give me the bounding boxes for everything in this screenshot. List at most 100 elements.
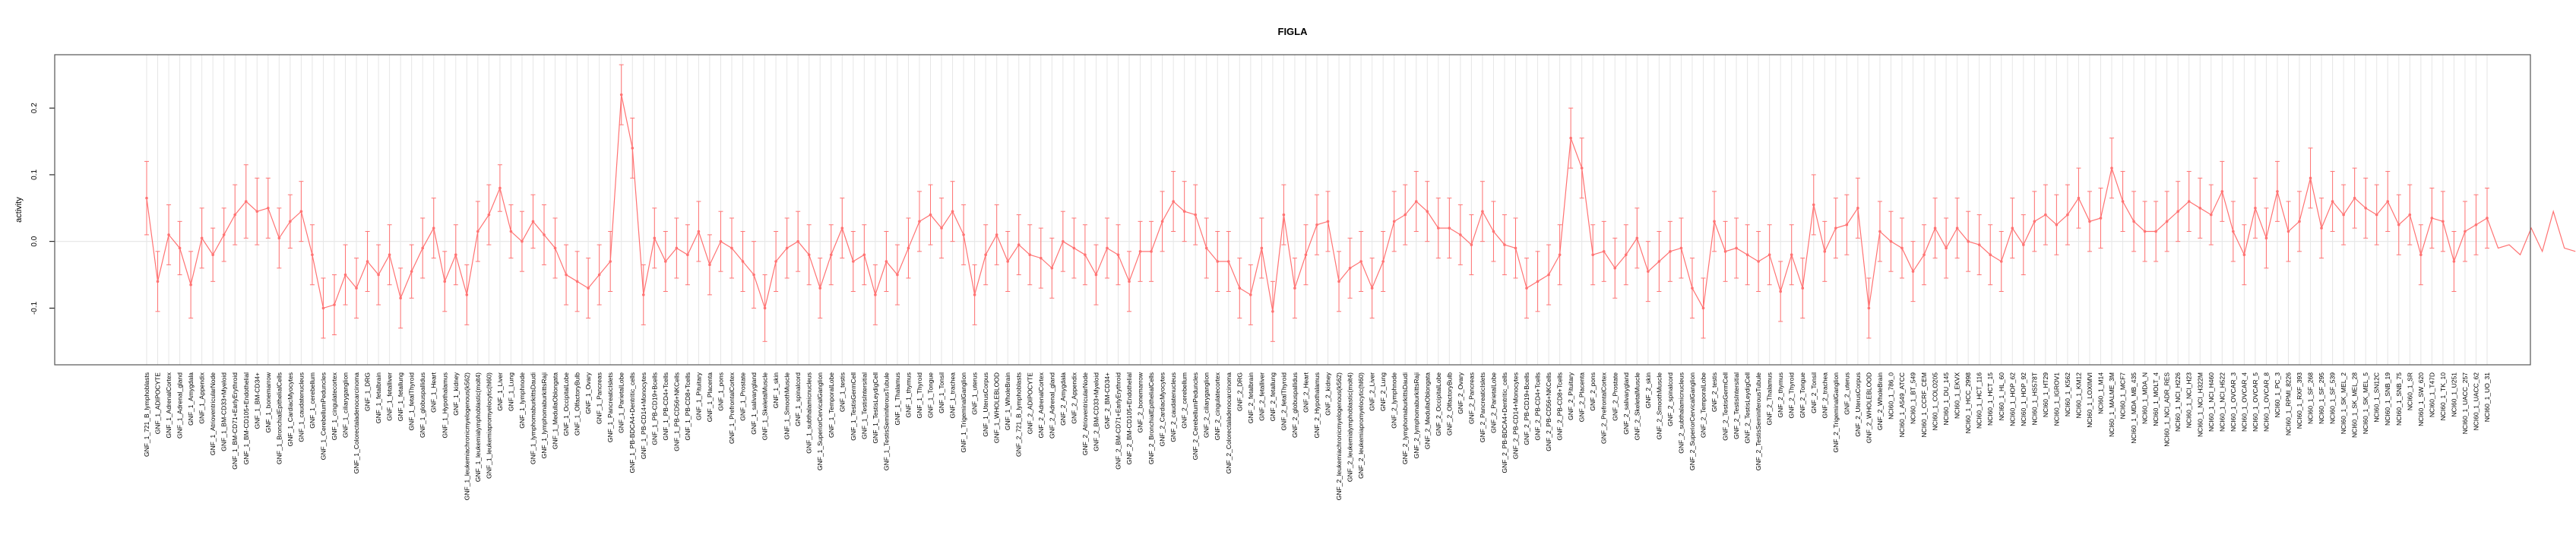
x-tick-label: GNF_2_leukemiachronicmyelogenous(k562)	[1335, 372, 1343, 500]
data-point	[1547, 273, 1550, 277]
x-tick-label: GNF_1_leukemiapromyelocytic(hl60)	[485, 372, 492, 479]
x-tick-label: GNF_1_TestisIntersitial	[860, 372, 868, 439]
x-tick-label: GNF_1_CardiacMyocytes	[286, 372, 294, 446]
x-tick-label: GNF_2_TemporalLobe	[1699, 372, 1707, 438]
data-point	[1182, 210, 1186, 213]
x-tick-label: GNF_1_Tonsil	[938, 372, 945, 413]
x-tick-label: NCI60_1_HT29	[2042, 372, 2049, 417]
data-point	[2176, 210, 2180, 213]
x-tick-label: GNF_2_Tongue	[1799, 372, 1806, 418]
x-tick-label: NCI60_1_EKVX	[1954, 372, 1961, 419]
x-tick-label: GNF_1_PrefrontalCortex	[728, 372, 736, 444]
data-point	[2154, 230, 2157, 233]
x-tick-label: NCI60_1_K562	[2064, 372, 2071, 416]
x-tick-label: NCI60_1_T47D	[2428, 372, 2435, 417]
x-tick-label: GNF_2_PB-CD19+Bcells	[1523, 372, 1530, 445]
data-point	[840, 226, 844, 230]
data-point	[1116, 253, 1120, 257]
y-tick-label: 0.1	[30, 169, 39, 180]
data-point	[2430, 217, 2434, 220]
data-point	[2099, 217, 2103, 220]
x-tick-label: NCI60_1_OVCAR_8	[2262, 372, 2270, 432]
x-tick-label: GNF_1_salivarygland	[750, 372, 758, 435]
x-tick-label: GNF_2_BM-CD71+EarlyErythroid	[1114, 372, 1122, 470]
x-tick-label: GNF_1_skin	[772, 372, 780, 409]
data-point	[675, 246, 679, 250]
data-point	[377, 273, 380, 277]
x-tick-label: GNF_2_lymphomaburkittsDaudi	[1401, 372, 1409, 464]
x-tick-label: GNF_2_SkeletalMuscle	[1633, 372, 1641, 441]
x-tick-label: GNF_1_lymphomaburkittsRaji	[540, 372, 548, 458]
x-tick-label: NCI60_1_NCI_H460	[2207, 372, 2215, 432]
x-tick-label: GNF_2_SuperiorCervicalGanglion	[1688, 372, 1696, 470]
x-tick-label: GNF_1_PB-CD8+Tcells	[684, 372, 691, 441]
data-point	[587, 287, 590, 290]
data-point	[1856, 207, 1859, 210]
x-tick-label: NCI60_1_UO_31	[2483, 372, 2491, 422]
x-tick-label: GNF_1_lymphomaburkittsDaudi	[529, 372, 536, 464]
x-tick-label: GNF_1_fetalbrain	[375, 372, 382, 423]
x-tick-label: GNF_2_Liver	[1369, 372, 1376, 411]
x-tick-label: GNF_1_PB-CD56+NKCells	[672, 372, 680, 451]
data-point	[1845, 223, 1849, 226]
data-point	[222, 233, 226, 236]
data-point	[1337, 280, 1340, 283]
x-tick-label: GNF_2_Lung	[1379, 372, 1387, 411]
data-point	[498, 186, 502, 190]
data-point	[189, 283, 192, 287]
data-point	[553, 246, 557, 250]
x-tick-label: GNF_2_lymphomaburkittsRaji	[1413, 372, 1420, 458]
data-point	[708, 263, 711, 267]
x-tick-label: NCI60_1_HL_60	[1998, 372, 2005, 421]
data-point	[1470, 243, 1473, 246]
x-tick-label: GNF_1_Thalamus	[894, 372, 901, 425]
x-tick-label: GNF_1_721_B_lymphoblasts	[143, 372, 150, 457]
data-point	[719, 239, 723, 243]
data-point	[1271, 310, 1274, 313]
data-point	[1062, 239, 1065, 243]
x-tick-label: GNF_2_WholeBrain	[1876, 372, 1884, 430]
x-tick-label: GNF_2_Pituitary	[1567, 372, 1574, 420]
x-tick-label: GNF_2_DRG	[1236, 372, 1243, 411]
data-point	[1503, 243, 1506, 246]
x-tick-label: GNF_2_TestisIntersitial	[1733, 372, 1740, 439]
x-tick-label: GNF_2_CardiacMyocytes	[1159, 372, 1166, 446]
data-point	[2033, 220, 2036, 223]
x-tick-label: GNF_1_Placenta	[706, 372, 714, 422]
x-tick-label: GNF_1_Amygdala	[187, 372, 195, 426]
x-tick-label: GNF_1_leukemiachronicmyelogenous(k562)	[463, 372, 470, 500]
x-tick-label: NCI60_1_MALME_3M	[2108, 372, 2116, 437]
data-point	[156, 280, 160, 283]
data-point	[2309, 176, 2312, 180]
data-point	[1514, 246, 1517, 250]
data-point	[1602, 250, 1606, 253]
data-point	[1072, 246, 1076, 250]
data-point	[1172, 200, 1175, 203]
data-point	[2419, 253, 2423, 257]
data-point	[1867, 306, 1871, 310]
x-tick-label: GNF_1_DRG	[364, 372, 372, 411]
data-point	[388, 253, 391, 257]
y-tick-label: -0.1	[30, 301, 39, 315]
x-tick-label: GNF_2_Placenta	[1578, 372, 1586, 422]
data-point	[1006, 260, 1010, 263]
data-point	[1260, 246, 1264, 250]
x-tick-label: GNF_1_BM-CD33+Myeloid	[220, 372, 228, 451]
x-tick-label: GNF_1_Ovary	[584, 372, 592, 414]
x-tick-label: NCI60_1_IGROV1	[2052, 372, 2060, 426]
data-point	[465, 293, 469, 296]
x-tick-label: NCI60_1_BT_549	[1910, 372, 1917, 424]
data-point	[487, 213, 491, 217]
data-point	[2198, 207, 2202, 210]
data-point	[333, 303, 336, 306]
data-point	[311, 253, 314, 257]
data-point	[255, 210, 259, 213]
data-point	[2220, 190, 2224, 193]
data-point	[1204, 246, 1208, 250]
x-tick-label: GNF_1_SkeletalMuscle	[761, 372, 769, 441]
data-point	[2364, 207, 2367, 210]
data-point	[1977, 243, 1981, 246]
data-point	[2442, 220, 2445, 223]
x-tick-label: NCI60_1_NCI_H522	[2218, 372, 2226, 432]
